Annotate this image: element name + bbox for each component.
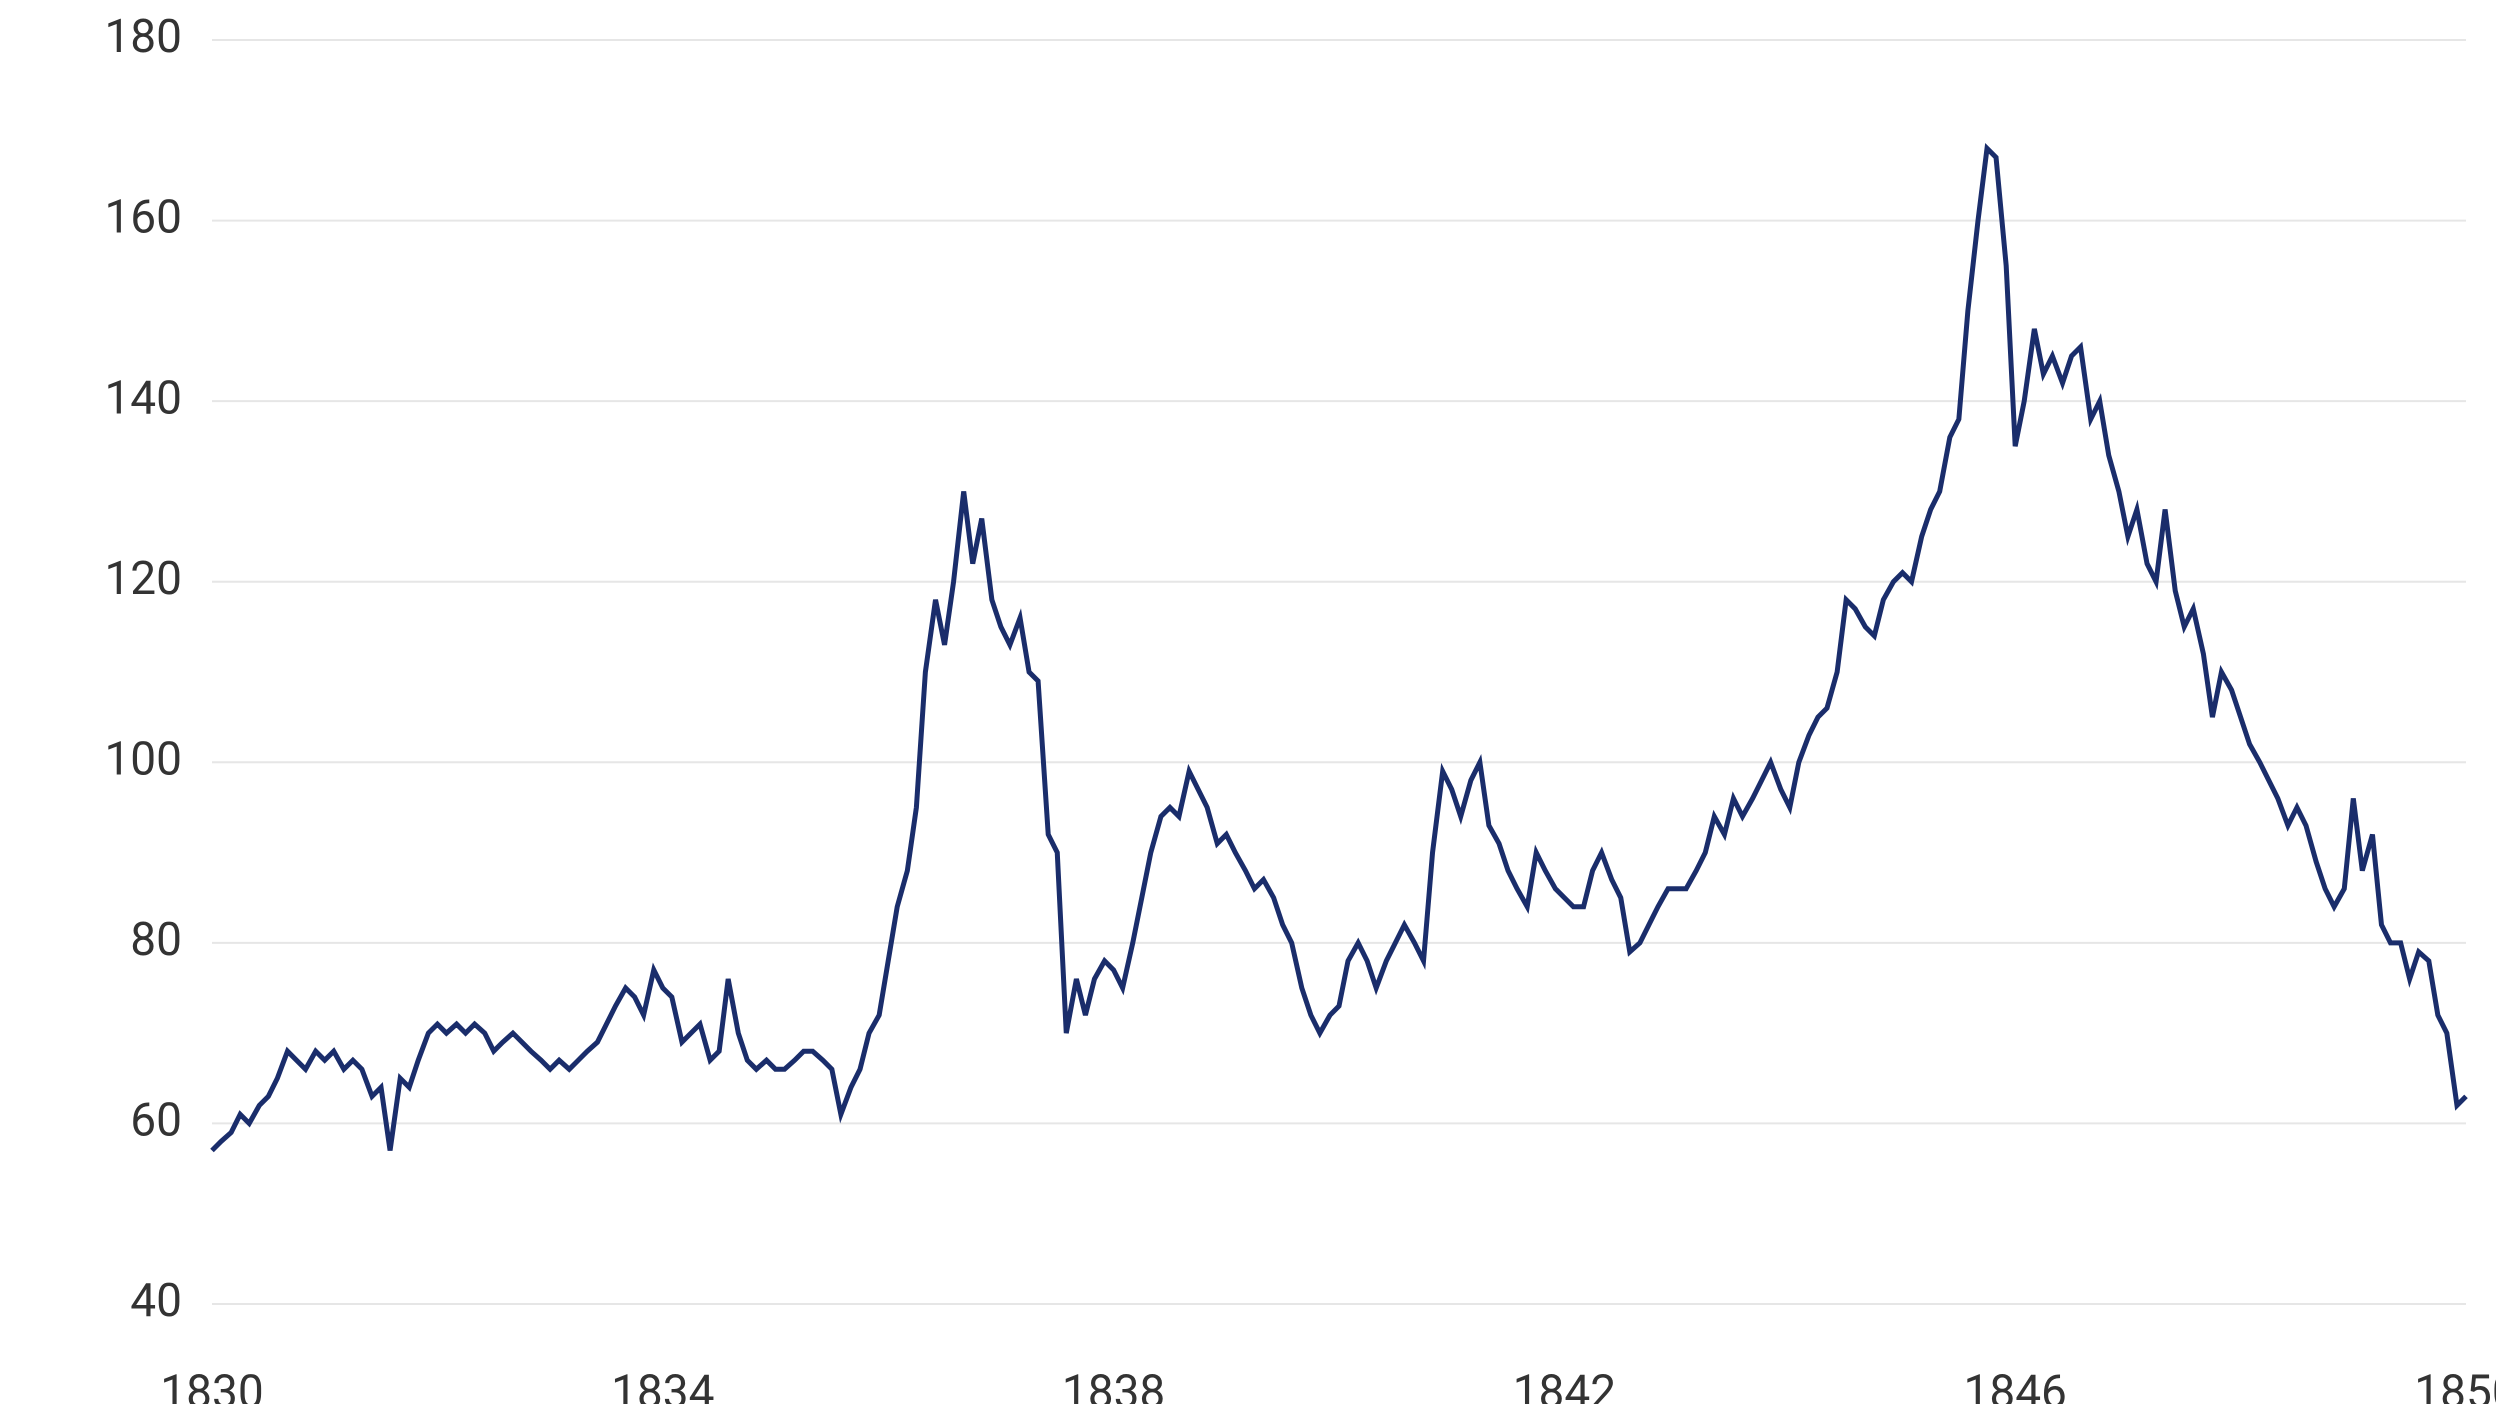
y-tick-label: 120 (104, 552, 182, 606)
y-tick-label: 60 (130, 1094, 182, 1148)
chart-svg: 40 60 80 100 120 140 160 180 1830 1834 1838 1842 184… (0, 0, 2496, 1404)
y-tick-label: 140 (104, 371, 182, 425)
y-tick-label: 40 (130, 1274, 182, 1328)
y-tick-label: 180 (104, 10, 182, 64)
y-tick-label: 160 (104, 191, 182, 245)
y-tick-label: 80 (130, 913, 182, 967)
x-tick-label: 1842 (1513, 1366, 1616, 1404)
x-tick-label: 1838 (1062, 1366, 1165, 1404)
x-tick-label: 1846 (1963, 1366, 2066, 1404)
y-tick-label: 100 (104, 732, 182, 786)
x-tick-label: 1830 (160, 1366, 263, 1404)
x-tick-label: 1834 (611, 1366, 714, 1404)
x-tick-label: 1850 (2414, 1366, 2496, 1404)
chart-background (0, 0, 2496, 1404)
line-chart: 40 60 80 100 120 140 160 180 1830 1834 1838 1842 184… (0, 0, 2496, 1404)
